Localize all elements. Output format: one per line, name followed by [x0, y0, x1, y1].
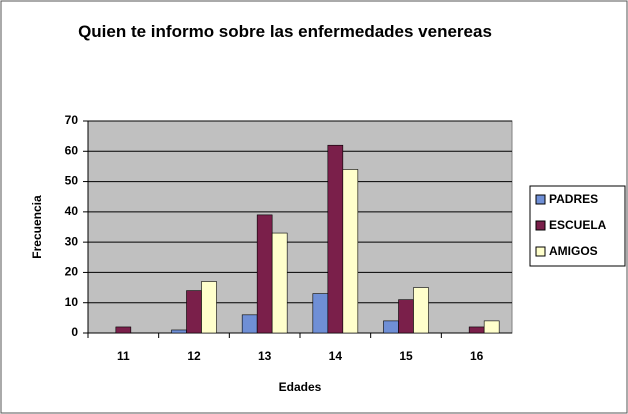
y-tick-label: 30 — [65, 234, 79, 248]
legend-label: PADRES — [549, 192, 598, 206]
legend-label: ESCUELA — [549, 218, 607, 232]
bar — [398, 299, 414, 334]
x-tick-label: 14 — [329, 349, 343, 363]
bar — [468, 326, 485, 334]
bar — [256, 214, 273, 334]
y-tick-label: 40 — [65, 204, 79, 218]
y-tick-label: 70 — [65, 113, 79, 127]
legend-box — [529, 185, 626, 267]
x-tick-label: 15 — [399, 349, 413, 363]
bar — [413, 287, 429, 334]
bar — [186, 290, 202, 334]
y-tick-label: 0 — [71, 325, 78, 339]
x-tick-label: 13 — [258, 349, 272, 363]
bar — [115, 326, 132, 334]
bar — [241, 314, 258, 334]
legend-swatch — [535, 194, 546, 205]
y-tick-label: 60 — [65, 143, 79, 157]
bar — [483, 320, 500, 334]
y-tick-label: 50 — [65, 174, 79, 188]
y-axis-label: Frecuencia — [30, 195, 44, 259]
x-tick-label: 16 — [470, 349, 484, 363]
bar — [201, 281, 217, 334]
legend-swatch — [535, 246, 546, 257]
bar — [342, 169, 359, 334]
bar — [171, 329, 187, 334]
legend-label: AMIGOS — [549, 244, 598, 258]
chart-title: Quien te informo sobre las enfermedades … — [78, 22, 492, 41]
bar — [327, 144, 344, 334]
x-axis-label: Edades — [279, 380, 322, 394]
bar — [271, 232, 288, 334]
y-tick-label: 20 — [65, 265, 79, 279]
y-tick-label: 10 — [65, 295, 79, 309]
bar — [312, 293, 329, 334]
plot-area — [87, 120, 513, 334]
x-tick-label: 12 — [187, 349, 201, 363]
bar — [383, 320, 399, 334]
legend-swatch — [535, 220, 546, 231]
x-tick-label: 11 — [117, 349, 130, 363]
